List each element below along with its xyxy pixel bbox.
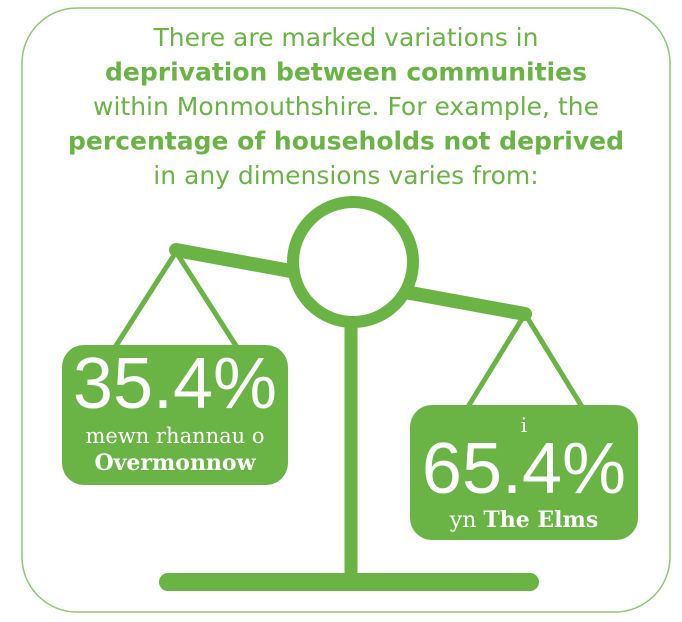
heading-line: percentage of households not deprived [68,127,624,156]
heading-text: deprivation between communities [105,58,587,87]
left-line2: Overmonnow [94,450,256,476]
heading-line: deprivation between communities [105,58,587,87]
right-line2: The Elms [483,507,598,533]
heading: There are marked variations in deprivatio… [68,23,624,190]
heading-line: in any dimensions varies from: [153,161,538,190]
heading-line: within Monmouthshire. For example, the [93,92,599,121]
heading-text: within Monmouthshire. For example, the [93,92,599,121]
right-line1: yn [449,508,477,533]
right-value: 65.4% [422,429,626,509]
heading-text: percentage of households not deprived [68,127,624,156]
infographic: There are marked variations in deprivatio… [0,0,682,622]
heading-text: in any dimensions varies from: [153,161,538,190]
heading-text: There are marked variations in [153,23,539,52]
left-line1: mewn rhannau o [85,424,264,448]
heading-line: There are marked variations in [153,23,539,52]
right-line: yn The Elms [449,507,598,533]
left-value: 35.4% [73,344,277,424]
